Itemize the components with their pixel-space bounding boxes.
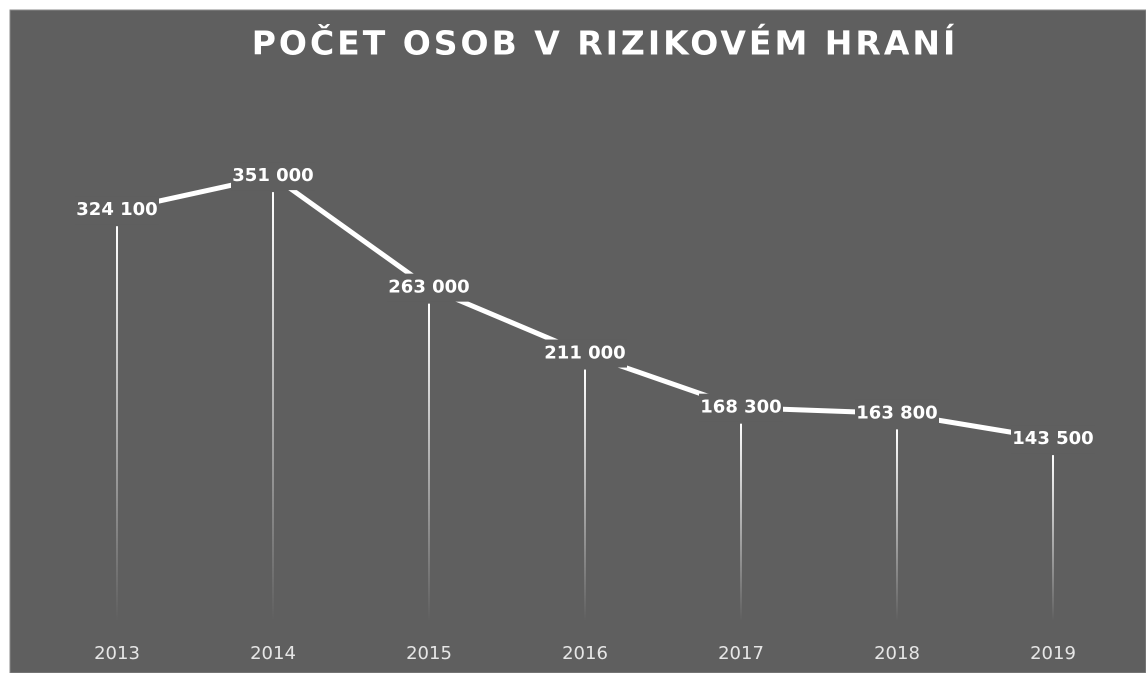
x-tick-label: 2014 <box>250 643 296 664</box>
data-label: 143 500 <box>1012 428 1093 449</box>
x-tick-label: 2015 <box>406 643 452 664</box>
data-label-background <box>855 399 939 428</box>
x-tick-label: 2017 <box>718 643 764 664</box>
data-label: 351 000 <box>232 165 313 186</box>
data-label: 163 800 <box>856 402 937 423</box>
data-label-background <box>387 273 471 302</box>
drop-line <box>584 369 586 621</box>
data-label: 168 300 <box>700 397 781 418</box>
drop-line <box>740 423 742 621</box>
data-label-background <box>1011 425 1095 454</box>
data-label-background <box>231 162 315 191</box>
drop-line <box>428 303 430 621</box>
data-label-background <box>75 196 159 225</box>
x-tick-label: 2018 <box>874 643 920 664</box>
chart-title: POČET OSOB V RIZIKOVÉM HRANÍ <box>252 23 959 63</box>
data-label: 324 100 <box>76 199 157 220</box>
data-label: 211 000 <box>544 343 625 364</box>
x-tick-label: 2016 <box>562 643 608 664</box>
data-label-background <box>699 393 783 422</box>
x-tick-label: 2013 <box>94 643 140 664</box>
data-label: 263 000 <box>388 277 469 298</box>
drop-line <box>116 226 118 621</box>
drop-line <box>1052 455 1054 621</box>
data-label-background <box>543 339 627 368</box>
drop-line <box>896 429 898 621</box>
x-tick-label: 2019 <box>1030 643 1076 664</box>
drop-line <box>272 192 274 622</box>
